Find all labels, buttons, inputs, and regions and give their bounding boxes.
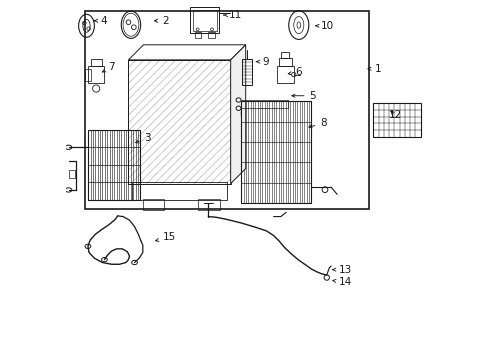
Polygon shape bbox=[231, 45, 245, 184]
Bar bbox=[279, 58, 292, 66]
Text: 6: 6 bbox=[288, 67, 302, 77]
Text: 9: 9 bbox=[256, 57, 269, 67]
Text: 15: 15 bbox=[156, 232, 176, 242]
Text: 11: 11 bbox=[223, 10, 243, 20]
Text: 8: 8 bbox=[309, 118, 327, 128]
Bar bbox=[85, 69, 91, 81]
Bar bbox=[208, 32, 215, 39]
Text: 12: 12 bbox=[389, 111, 402, 121]
Bar bbox=[195, 32, 201, 39]
Bar bbox=[373, 103, 421, 137]
Text: 1: 1 bbox=[368, 64, 381, 74]
Text: 13: 13 bbox=[333, 265, 352, 275]
Text: 14: 14 bbox=[333, 277, 352, 287]
Bar bbox=[198, 199, 220, 211]
Bar bbox=[88, 130, 140, 200]
Bar bbox=[91, 59, 102, 66]
Bar bbox=[132, 182, 227, 200]
Text: 7: 7 bbox=[102, 62, 115, 72]
Bar bbox=[143, 199, 164, 211]
Bar bbox=[276, 66, 294, 83]
Bar bbox=[281, 51, 290, 58]
Bar bbox=[128, 60, 231, 184]
Bar bbox=[191, 7, 219, 33]
Polygon shape bbox=[128, 45, 245, 60]
Text: 5: 5 bbox=[292, 91, 316, 101]
Bar bbox=[242, 59, 252, 85]
Bar bbox=[88, 66, 104, 83]
Text: 10: 10 bbox=[316, 21, 334, 31]
Text: 2: 2 bbox=[154, 16, 169, 26]
Text: 3: 3 bbox=[136, 133, 151, 143]
Bar bbox=[85, 12, 368, 209]
Text: 4: 4 bbox=[95, 16, 107, 26]
Bar bbox=[193, 10, 217, 31]
Bar bbox=[242, 101, 311, 203]
Bar bbox=[69, 170, 75, 178]
